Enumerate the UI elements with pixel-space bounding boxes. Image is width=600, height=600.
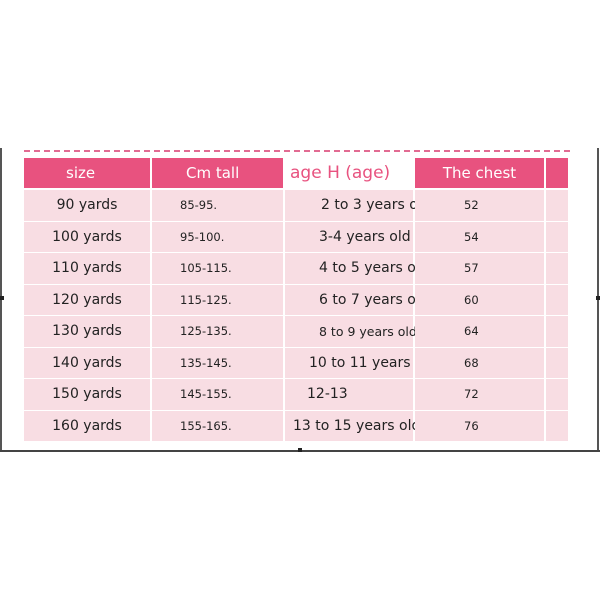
age-cell: 6 to 7 years old [285, 284, 429, 315]
height-cell: 135-145. [152, 347, 285, 378]
table-row: 110 yards 105-115. 4 to 5 years old 57 [24, 253, 568, 285]
header-extra [546, 158, 568, 188]
extra-cell [546, 284, 568, 315]
age-cell: 12-13 [285, 379, 415, 410]
height-cell: 155-165. [152, 410, 285, 441]
chest-cell: 52 [415, 190, 546, 221]
size-cell: 160 yards [24, 410, 152, 441]
chest-cell: 64 [415, 316, 546, 347]
chest-cell: 54 [415, 221, 546, 252]
extra-cell [546, 410, 568, 441]
height-cell: 105-115. [152, 253, 285, 284]
extra-cell [546, 347, 568, 378]
extra-cell [546, 221, 568, 252]
table-header-row: size Cm tall age H (age) The chest [24, 158, 568, 190]
table-row: 90 yards 85-95. 2 to 3 years old 52 [24, 190, 568, 222]
height-cell: 115-125. [152, 284, 285, 315]
table-row: 150 yards 145-155. 12-13 72 [24, 379, 568, 411]
extra-cell [546, 190, 568, 221]
size-cell: 100 yards [24, 221, 152, 252]
table-row: 140 yards 135-145. 10 to 11 years of age 68 [24, 347, 568, 379]
extra-cell [546, 316, 568, 347]
size-cell: 150 yards [24, 379, 152, 410]
age-cell: 2 to 3 years old [285, 190, 431, 221]
table-row: 120 yards 115-125. 6 to 7 years old 60 [24, 284, 568, 316]
height-cell: 95-100. [152, 221, 285, 252]
frame-marker-left [0, 296, 4, 300]
extra-cell [546, 253, 568, 284]
frame-marker-right [596, 296, 600, 300]
size-cell: 120 yards [24, 284, 152, 315]
header-age: age H (age) [285, 158, 415, 188]
age-cell: 4 to 5 years old [285, 253, 429, 284]
table-row: 130 yards 125-135. 8 to 9 years old 64 [24, 316, 568, 348]
header-height: Cm tall [152, 158, 285, 188]
chest-cell: 57 [415, 253, 546, 284]
chest-cell: 72 [415, 379, 546, 410]
height-cell: 85-95. [152, 190, 285, 221]
age-cell: 3-4 years old [285, 221, 415, 252]
frame-left-edge [0, 148, 2, 452]
size-cell: 90 yards [24, 190, 152, 221]
age-cell: 10 to 11 years of age [285, 347, 459, 378]
age-cell: 8 to 9 years old [285, 316, 417, 347]
table-row: 100 yards 95-100. 3-4 years old 54 [24, 221, 568, 253]
height-cell: 145-155. [152, 379, 285, 410]
age-cell: 13 to 15 years old [285, 410, 420, 441]
chest-cell: 76 [415, 410, 546, 441]
table-body: 90 yards 85-95. 2 to 3 years old 52 100 yard… [24, 190, 568, 442]
dashed-divider [24, 150, 570, 152]
table-row: 160 yards 155-165. 13 to 15 years old 76 [24, 410, 568, 442]
size-cell: 110 yards [24, 253, 152, 284]
chest-cell: 68 [415, 347, 546, 378]
chest-cell: 60 [415, 284, 546, 315]
frame-marker-bottom [298, 448, 302, 452]
height-cell: 125-135. [152, 316, 285, 347]
header-chest: The chest [415, 158, 546, 188]
size-cell: 130 yards [24, 316, 152, 347]
frame-right-edge [597, 148, 599, 452]
size-cell: 140 yards [24, 347, 152, 378]
header-size: size [24, 158, 152, 188]
size-table: size Cm tall age H (age) The chest 90 ya… [24, 158, 568, 442]
extra-cell [546, 379, 568, 410]
